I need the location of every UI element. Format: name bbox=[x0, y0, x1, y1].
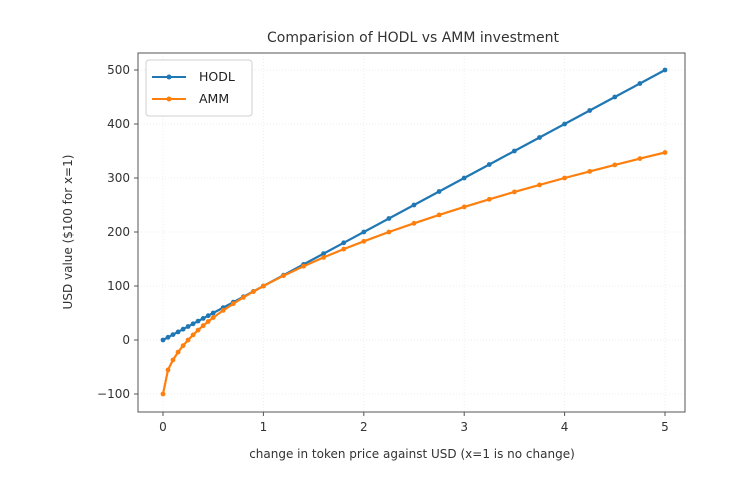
data-point-amm bbox=[512, 189, 517, 195]
data-point-amm bbox=[180, 343, 186, 349]
grid bbox=[138, 53, 685, 412]
y-axis: −100 0 100 200 300 400 500 bbox=[97, 63, 138, 401]
y-tick-label: 500 bbox=[107, 63, 130, 77]
data-point-amm bbox=[220, 308, 226, 313]
data-point-hodl bbox=[190, 321, 196, 327]
data-point-hodl bbox=[170, 332, 176, 337]
data-point-hodl bbox=[637, 81, 643, 86]
data-point-hodl bbox=[411, 202, 417, 208]
data-point-amm bbox=[200, 323, 206, 329]
data-point-hodl bbox=[200, 316, 206, 321]
data-point-hodl bbox=[612, 94, 618, 100]
x-tick-label: 5 bbox=[661, 420, 669, 434]
data-point-amm bbox=[361, 238, 367, 244]
x-tick-label: 0 bbox=[159, 420, 167, 434]
data-point-hodl bbox=[537, 135, 542, 140]
data-point-hodl bbox=[180, 326, 186, 332]
data-point-amm bbox=[386, 229, 392, 235]
data-point-amm bbox=[230, 301, 236, 307]
data-point-amm bbox=[251, 289, 256, 294]
x-tick-label: 3 bbox=[460, 420, 468, 434]
data-point-amm bbox=[210, 315, 216, 320]
data-point-amm bbox=[637, 156, 643, 162]
data-point-hodl bbox=[436, 189, 442, 194]
data-point-hodl bbox=[486, 162, 492, 167]
data-point-amm bbox=[185, 337, 191, 343]
data-point-hodl bbox=[587, 108, 593, 113]
data-point-amm bbox=[537, 182, 542, 188]
x-tick-label: 1 bbox=[260, 420, 268, 434]
data-point-amm bbox=[261, 283, 266, 289]
chart-title: Comparision of HODL vs AMM investment bbox=[267, 30, 559, 46]
x-axis-label: change in token price against USD (x=1 i… bbox=[249, 447, 575, 461]
data-point-hodl bbox=[185, 324, 191, 329]
legend-amm-marker bbox=[166, 96, 172, 102]
data-point-amm bbox=[662, 150, 668, 155]
y-tick-label: 0 bbox=[122, 333, 130, 347]
legend-hodl-label: HODL bbox=[199, 69, 235, 84]
series-layer bbox=[160, 67, 668, 397]
y-tick-label: −100 bbox=[97, 387, 130, 401]
data-point-hodl bbox=[321, 251, 326, 256]
data-point-hodl bbox=[386, 216, 392, 221]
legend-amm-label: AMM bbox=[199, 91, 229, 106]
data-point-amm bbox=[436, 212, 442, 218]
data-point-hodl bbox=[165, 334, 171, 340]
data-point-amm bbox=[170, 357, 176, 363]
data-point-hodl bbox=[341, 240, 347, 246]
y-tick-label: 300 bbox=[107, 171, 130, 185]
data-point-amm bbox=[612, 162, 618, 168]
data-point-amm bbox=[587, 169, 593, 174]
data-point-amm bbox=[240, 295, 246, 300]
legend-box bbox=[145, 59, 253, 117]
x-tick-label: 2 bbox=[360, 420, 368, 434]
series-amm bbox=[160, 150, 668, 397]
series-line-amm bbox=[161, 151, 666, 395]
data-point-amm bbox=[165, 367, 171, 373]
data-point-amm bbox=[341, 246, 347, 252]
data-point-hodl bbox=[175, 329, 181, 335]
data-point-amm bbox=[205, 319, 211, 324]
data-point-hodl bbox=[512, 148, 517, 154]
legend: HODL AMM bbox=[145, 59, 253, 117]
data-point-amm bbox=[160, 391, 166, 397]
y-tick-label: 400 bbox=[107, 117, 130, 131]
data-point-amm bbox=[411, 220, 417, 226]
data-point-amm bbox=[175, 349, 181, 355]
data-point-hodl bbox=[195, 318, 201, 324]
y-tick-label: 200 bbox=[107, 225, 130, 239]
data-point-amm bbox=[195, 327, 201, 333]
data-point-amm bbox=[461, 204, 467, 210]
y-axis-label: USD value ($100 for x=1) bbox=[61, 155, 75, 310]
x-tick-label: 4 bbox=[561, 420, 569, 434]
data-point-amm bbox=[281, 273, 286, 279]
data-point-hodl bbox=[210, 310, 216, 316]
data-point-hodl bbox=[205, 313, 211, 319]
data-point-hodl bbox=[160, 337, 166, 343]
data-point-amm bbox=[301, 263, 306, 269]
y-tick-label: 100 bbox=[107, 279, 130, 293]
data-point-amm bbox=[321, 255, 326, 260]
data-point-amm bbox=[486, 196, 492, 202]
data-point-hodl bbox=[562, 121, 567, 127]
data-point-hodl bbox=[461, 175, 467, 181]
legend-hodl-marker bbox=[166, 74, 172, 80]
data-point-hodl bbox=[662, 67, 668, 73]
data-point-amm bbox=[562, 175, 567, 181]
data-point-hodl bbox=[361, 229, 367, 235]
x-axis: 0 1 2 3 4 5 bbox=[159, 412, 669, 434]
data-point-amm bbox=[190, 332, 196, 338]
